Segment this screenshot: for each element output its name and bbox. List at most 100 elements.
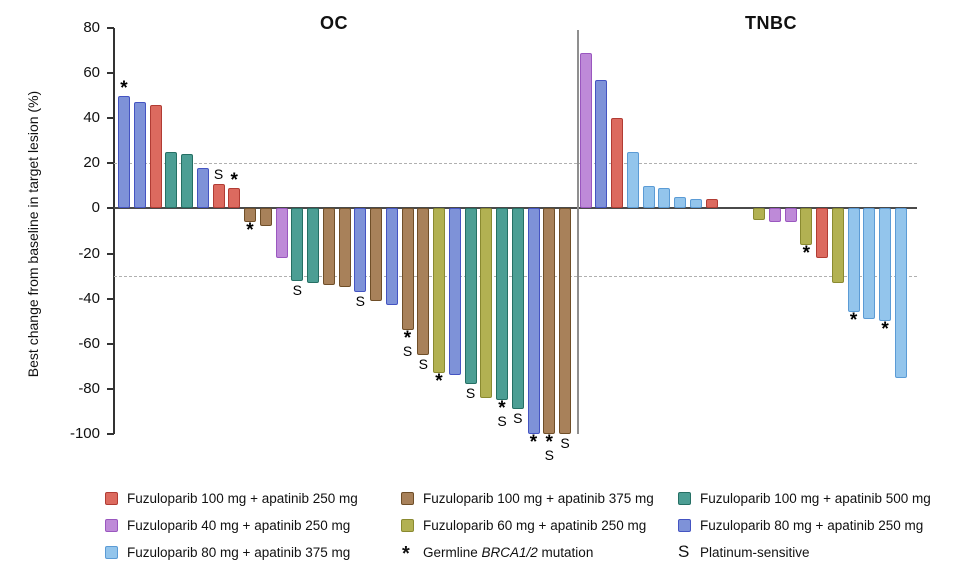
platinum-sensitive-mark: S — [544, 447, 554, 463]
y-axis-title: Best change from baseline in target lesi… — [25, 90, 41, 378]
bar-annotation: * S — [493, 398, 511, 430]
bar-annotation: * S — [540, 432, 558, 463]
y-tick — [107, 207, 114, 210]
germline-brca-mark: * — [545, 432, 553, 453]
legend-label: Fuzuloparib 100 mg + apatinib 375 mg — [423, 490, 654, 506]
bar-annotation: * — [225, 167, 243, 192]
bar-tnbc-17 — [831, 208, 844, 283]
legend-swatch-brown — [401, 491, 414, 505]
bar-oc-3 — [149, 104, 162, 209]
germline-brca-mark: * — [230, 170, 238, 192]
platinum-sensitive-mark: S — [465, 385, 476, 402]
y-tick — [107, 297, 114, 300]
y-tick-label: -60 — [78, 334, 100, 352]
platinum-sensitive-mark: S — [213, 165, 224, 182]
legend-item-teal: Fuzuloparib 100 mg + apatinib 500 mg — [678, 487, 931, 509]
legend-swatch-royalblue — [678, 518, 691, 532]
bar-oc-8 — [228, 188, 241, 209]
bar-annotation: * — [845, 310, 863, 332]
reference-line-dashed — [114, 163, 917, 165]
bar-annotation: S — [351, 292, 369, 309]
bar-oc-25 — [496, 208, 508, 401]
legend-swatch-teal — [678, 491, 691, 505]
bar-oc-24 — [480, 208, 493, 398]
bar-tnbc-19 — [863, 208, 876, 319]
bar-oc-6 — [196, 167, 209, 209]
y-tick-label: -40 — [78, 289, 100, 307]
germline-brca-mark: * — [403, 328, 412, 350]
y-tick-label: 20 — [83, 154, 100, 172]
legend-item-platinum-sensitive: S Platinum-sensitive — [678, 541, 931, 563]
bar-oc-19 — [401, 208, 414, 331]
bar-annotation: * S — [399, 328, 417, 360]
bar-oc-21 — [433, 208, 445, 374]
y-tick — [107, 162, 114, 165]
y-tick — [107, 252, 114, 255]
legend-label: Fuzuloparib 80 mg + apatinib 375 mg — [127, 544, 351, 560]
legend-label: Germline BRCA1/2 mutation — [423, 544, 594, 560]
bar-annotation: * — [797, 242, 815, 264]
y-tick-label: 60 — [83, 64, 100, 82]
bar-tnbc-20 — [879, 208, 892, 322]
bar-tnbc-5 — [642, 185, 655, 209]
bar-oc-10 — [259, 208, 272, 227]
group-title-oc: OC — [320, 13, 348, 33]
group-title-tnbc: TNBC — [745, 13, 797, 33]
bar-tnbc-1 — [579, 52, 592, 209]
germline-brca-mark: * — [498, 398, 506, 420]
bar-oc-20 — [417, 208, 430, 356]
legend-item-purple: Fuzuloparib 40 mg + apatinib 250 mg — [105, 514, 401, 536]
legend-label: Fuzuloparib 100 mg + apatinib 250 mg — [127, 490, 358, 506]
legend-item-skyblue: Fuzuloparib 80 mg + apatinib 375 mg — [105, 541, 401, 563]
bar-oc-11 — [275, 208, 288, 259]
y-tick-label: -100 — [69, 425, 100, 442]
bar-tnbc-8 — [689, 199, 702, 209]
germline-brca-mark: * — [881, 319, 889, 341]
bar-tnbc-6 — [658, 188, 671, 209]
bar-oc-1 — [118, 95, 130, 209]
group-separator-line — [577, 30, 579, 434]
bar-annotation: S — [414, 357, 432, 372]
platinum-sensitive-mark: S — [355, 292, 365, 309]
bar-oc-14 — [322, 208, 335, 286]
y-tick — [107, 433, 114, 435]
bar-oc-18 — [385, 208, 398, 306]
germline-brca-mark: * — [529, 432, 538, 453]
legend-swatch-skyblue — [105, 545, 118, 559]
bar-annotation: S — [210, 163, 228, 182]
germline-brca-mark: * — [849, 310, 858, 332]
bar-oc-2 — [133, 102, 146, 209]
legend-swatch-red — [105, 491, 118, 505]
bar-oc-17 — [370, 208, 382, 301]
y-tick — [107, 27, 114, 29]
legend-label: Fuzuloparib 60 mg + apatinib 250 mg — [423, 517, 647, 533]
bar-annotation: S — [462, 386, 480, 401]
y-tick — [107, 387, 114, 390]
bar-oc-13 — [307, 208, 319, 283]
legend-item-red: Fuzuloparib 100 mg + apatinib 250 mg — [105, 487, 401, 509]
y-tick-label: 80 — [83, 19, 100, 36]
platinum-sensitive-mark: S — [497, 413, 507, 430]
bar-annotation: * — [115, 75, 133, 98]
bar-oc-15 — [338, 208, 351, 288]
legend-label: Platinum-sensitive — [700, 544, 810, 560]
bar-annotation: S — [556, 436, 574, 451]
bar-oc-29 — [559, 208, 571, 434]
asterisk-symbol: * — [402, 542, 410, 565]
platinum-sensitive-mark: S — [402, 343, 413, 360]
y-tick-label: -20 — [78, 244, 100, 262]
germline-brca-mark: * — [802, 242, 810, 264]
legend-swatch-purple — [105, 518, 118, 532]
s-symbol: S — [678, 542, 690, 561]
germline-brca-mark: * — [435, 371, 443, 393]
bar-oc-27 — [527, 208, 540, 434]
legend-swatch-olive — [401, 518, 414, 532]
legend-label: Fuzuloparib 100 mg + apatinib 500 mg — [700, 490, 931, 506]
bar-tnbc-14 — [784, 208, 797, 222]
plot-area: 80 60 40 20 0 -20 -40 -60 -80 -100 * S * * S S * S S * S * S S *… — [70, 19, 917, 463]
legend-label: Fuzuloparib 80 mg + apatinib 250 mg — [700, 517, 924, 533]
bar-tnbc-2 — [595, 79, 608, 209]
legend: Fuzuloparib 100 mg + apatinib 250 mg Fuzu… — [105, 487, 931, 565]
bar-annotation: * — [525, 432, 543, 453]
germline-brca-mark: * — [246, 219, 254, 241]
